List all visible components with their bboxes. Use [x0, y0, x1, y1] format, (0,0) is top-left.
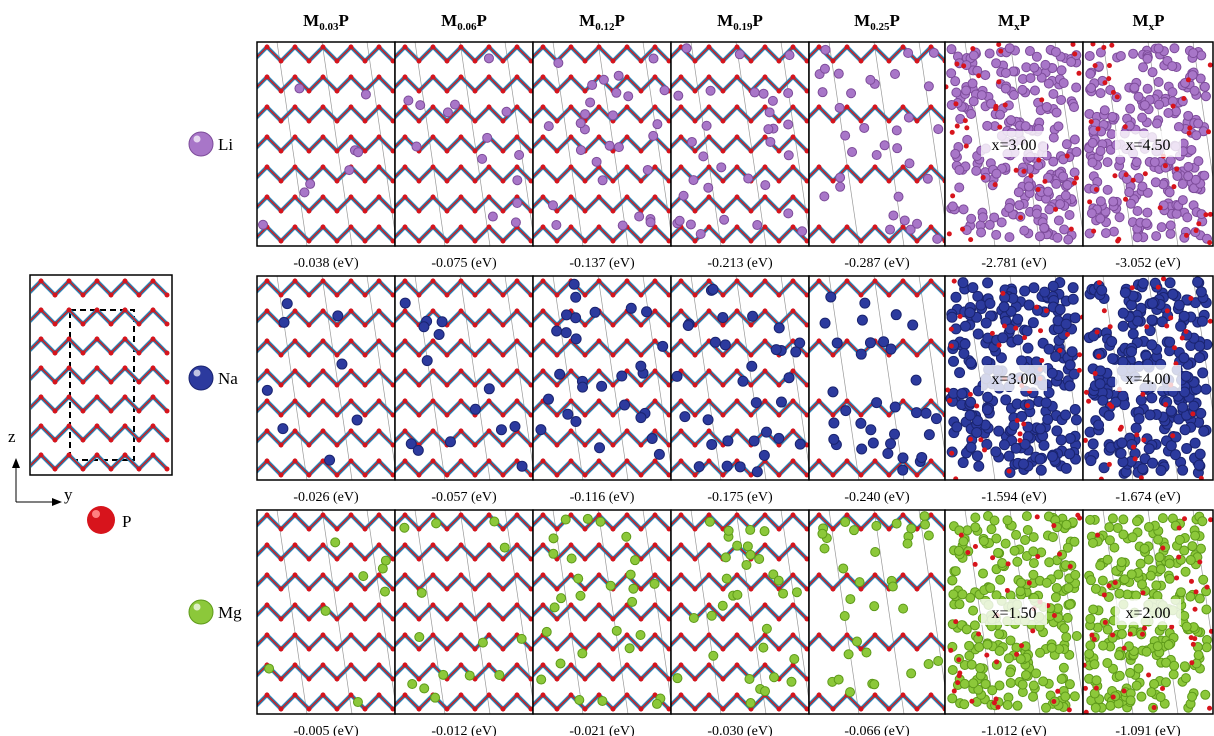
ion-icon: [189, 600, 213, 624]
header-base: M: [303, 11, 319, 30]
header-base: M: [1133, 11, 1149, 30]
energy-label: -0.057 (eV): [431, 490, 497, 505]
structure-panel: [665, 510, 812, 714]
legend: P: [87, 506, 131, 534]
column-header: M0.19P: [717, 11, 763, 33]
row-label: Na: [218, 369, 238, 388]
header-base: M: [717, 11, 733, 30]
column-header: M0.12P: [579, 11, 625, 33]
header-sub: 0.12: [595, 21, 615, 33]
panel-note: x=4.50: [1125, 137, 1170, 154]
header-tail: P: [752, 11, 762, 30]
structure-panel: [251, 510, 398, 714]
ion-icon: [189, 366, 213, 390]
header-tail: P: [476, 11, 486, 30]
structure-panel: [389, 276, 536, 480]
header-tail: P: [889, 11, 899, 30]
structure-panel: [803, 276, 950, 480]
energy-label: -1.091 (eV): [1115, 724, 1181, 736]
header-tail: P: [1020, 11, 1030, 30]
energy-label: -0.012 (eV): [431, 724, 497, 736]
column-header: M0.06P: [441, 11, 487, 33]
energy-label: -0.175 (eV): [707, 490, 773, 505]
header-sub: 0.03: [319, 21, 339, 33]
structure-panel: [251, 276, 398, 480]
header-sub: 0.25: [870, 21, 890, 33]
energy-label: -2.781 (eV): [981, 256, 1047, 271]
ion-icon: [189, 132, 213, 156]
panel-note: x=2.00: [1125, 605, 1170, 622]
energy-label: -0.116 (eV): [570, 490, 635, 505]
energy-label: -1.594 (eV): [981, 490, 1047, 505]
panel-note: x=3.00: [991, 137, 1036, 154]
header-base: M: [579, 11, 595, 30]
row-label: Li: [218, 135, 233, 154]
structure-panel: [803, 510, 950, 714]
structure-panel: [527, 510, 674, 714]
energy-label: -3.052 (eV): [1115, 256, 1181, 271]
energy-label: -0.005 (eV): [293, 724, 359, 736]
energy-label: -0.066 (eV): [844, 724, 910, 736]
structure-inset: [30, 275, 172, 475]
energy-label: -0.038 (eV): [293, 256, 359, 271]
header-base: M: [441, 11, 457, 30]
header-tail: P: [338, 11, 348, 30]
structure-panel: [527, 42, 674, 246]
header-tail: P: [1154, 11, 1164, 30]
structure-panel: [803, 42, 950, 246]
energy-label: -0.213 (eV): [707, 256, 773, 271]
structure-panel: [389, 510, 536, 714]
panel-note: x=3.00: [991, 371, 1036, 388]
column-header: M0.25P: [854, 11, 900, 33]
structure-panel: [665, 42, 812, 246]
panel-note: x=4.00: [1125, 371, 1170, 388]
energy-label: -1.674 (eV): [1115, 490, 1181, 505]
column-header: M0.03P: [303, 11, 349, 33]
axis-label: z: [8, 427, 16, 446]
column-header: MxP: [1133, 11, 1165, 33]
structure-panel: [389, 42, 536, 246]
structure-panel: [665, 276, 812, 480]
energy-label: -0.075 (eV): [431, 256, 497, 271]
energy-label: -0.137 (eV): [569, 256, 635, 271]
header-tail: P: [614, 11, 624, 30]
row-label: Mg: [218, 603, 242, 622]
energy-label: -0.026 (eV): [293, 490, 359, 505]
column-header: MxP: [998, 11, 1030, 33]
header-sub: 0.06: [457, 21, 477, 33]
energy-label: -1.012 (eV): [981, 724, 1047, 736]
axis-label: y: [64, 485, 73, 504]
legend-label: P: [122, 512, 131, 531]
structure-panel: [251, 42, 398, 246]
header-sub: 0.19: [733, 21, 753, 33]
panel-note: x=1.50: [991, 605, 1036, 622]
energy-label: -0.030 (eV): [707, 724, 773, 736]
energy-label: -0.287 (eV): [844, 256, 910, 271]
header-base: M: [854, 11, 870, 30]
header-base: M: [998, 11, 1014, 30]
energy-label: -0.240 (eV): [844, 490, 910, 505]
structure-panel: [527, 276, 674, 480]
energy-label: -0.021 (eV): [569, 724, 635, 736]
